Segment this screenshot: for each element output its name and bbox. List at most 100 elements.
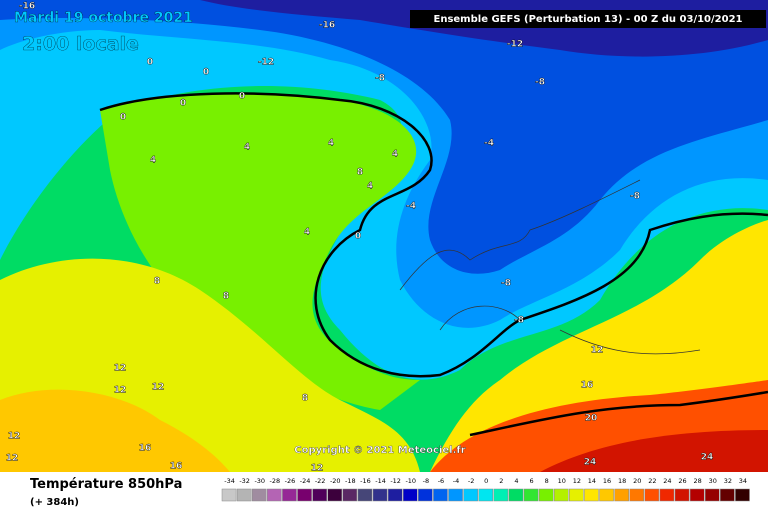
contour-label: 8 (302, 394, 308, 404)
contour-label: 24 (584, 458, 597, 468)
legend-swatch (448, 488, 463, 502)
legend-swatch (357, 488, 373, 502)
legend-label: -34 (224, 477, 235, 485)
legend-label: 16 (603, 477, 611, 485)
contour-label: 24 (701, 453, 714, 463)
date: Mardi 19 octobre 2021 (14, 10, 193, 26)
contour-label: 4 (328, 139, 334, 149)
contour-label: 12 (311, 464, 324, 474)
legend-label: 14 (588, 477, 596, 485)
legend-label: 28 (694, 477, 702, 485)
contour-label: -8 (375, 74, 385, 84)
legend-label: -16 (360, 477, 371, 485)
footer-lead: (+ 384h) (30, 497, 79, 508)
legend-label: -6 (438, 477, 444, 485)
contour-label: 4 (150, 156, 156, 166)
legend-label: 22 (648, 477, 656, 485)
legend-swatch (689, 488, 705, 502)
legend-swatch (312, 488, 327, 502)
contour-label: 4 (367, 182, 373, 192)
legend-swatch (297, 488, 312, 502)
legend-label: 24 (663, 477, 671, 485)
contour-label: 20 (585, 414, 598, 424)
legend-swatch (282, 488, 297, 502)
legend-label: -24 (300, 477, 311, 485)
legend-swatch (418, 488, 433, 502)
legend-label: -8 (423, 477, 429, 485)
contour-label: -4 (484, 139, 494, 149)
legend-label: -32 (239, 477, 250, 485)
model-info: Ensemble GEFS (Perturbation 13) - 00 Z d… (434, 14, 743, 25)
legend-label: 8 (545, 477, 549, 485)
contour-label: -4 (406, 202, 416, 212)
legend-swatch (629, 488, 645, 502)
time: 2:00 locale (22, 33, 139, 55)
contour-label: 4 (244, 143, 250, 153)
legend-label: 12 (573, 477, 581, 485)
contour-label: 0 (120, 113, 126, 123)
legend-label: -22 (315, 477, 326, 485)
contour-label: -8 (514, 316, 524, 326)
legend-swatch (478, 488, 494, 502)
contour-label: -8 (535, 78, 545, 88)
contour-label: 4 (392, 150, 398, 160)
contour-label: 0 (147, 58, 153, 68)
legend-label: -26 (285, 477, 296, 485)
legend-swatch (402, 488, 418, 502)
footer-title: Température 850hPa (30, 477, 182, 492)
copyright: Copyright © 2021 Meteociel.fr (294, 445, 465, 456)
mild-area (100, 93, 420, 410)
legend-swatch (644, 488, 660, 502)
legend-label: 10 (558, 477, 566, 485)
contour-label: 12 (114, 364, 127, 374)
legend-label: -4 (453, 477, 459, 485)
legend-swatch (267, 488, 282, 502)
contour-label: -8 (630, 192, 640, 202)
legend-label: 30 (709, 477, 717, 485)
contour-label: 8 (154, 277, 160, 287)
legend-label: 18 (618, 477, 626, 485)
legend-swatch (735, 488, 750, 502)
legend-swatch (251, 488, 267, 502)
legend-label: 34 (739, 477, 747, 485)
legend-swatch (569, 488, 584, 502)
contour-label: 0 (355, 232, 361, 242)
coastlines (399, 179, 701, 355)
contour-label: 16 (139, 444, 152, 454)
contour-zero (99, 92, 768, 378)
contour-label: 12 (152, 383, 165, 393)
contour-label: -12 (507, 40, 523, 50)
contour-label: 12 (591, 346, 604, 356)
legend-swatch (553, 488, 569, 502)
legend-swatch (342, 488, 358, 502)
contour-label: -16 (19, 2, 35, 12)
cold-core (0, 0, 768, 274)
contour-label: 16 (581, 381, 594, 391)
contour-twenty (469, 390, 768, 437)
legend-swatch (372, 488, 388, 502)
legend-label: 26 (678, 477, 686, 485)
legend-swatch (599, 488, 614, 502)
contour-label: -12 (258, 58, 274, 68)
legend-swatch (674, 488, 690, 502)
legend-swatch (327, 488, 343, 502)
legend-label: -20 (330, 477, 341, 485)
contour-label: 12 (8, 432, 21, 442)
legend-label: 4 (514, 477, 518, 485)
legend-label: -10 (405, 477, 416, 485)
legend-label: -12 (390, 477, 401, 485)
legend-swatch (236, 488, 252, 502)
legend-swatch (463, 488, 478, 502)
legend-swatch (720, 488, 735, 502)
legend-swatch (704, 488, 720, 502)
contour-label: -16 (319, 21, 335, 31)
legend-swatch (387, 488, 403, 502)
legend-swatch (221, 488, 237, 502)
legend-label: 6 (529, 477, 533, 485)
legend-label: 20 (633, 477, 641, 485)
legend-swatch (523, 488, 539, 502)
contour-label: 16 (170, 462, 183, 472)
contour-label: 8 (223, 292, 229, 302)
legend-swatch (538, 488, 554, 502)
